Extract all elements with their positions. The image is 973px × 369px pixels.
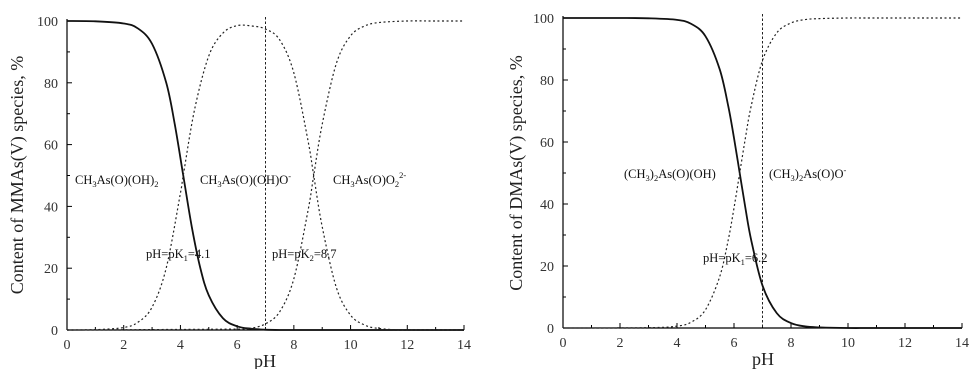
mmas-y-tick-label: 20 — [44, 262, 58, 277]
mmas-x-tick-label: 14 — [457, 338, 471, 353]
mmas-y-axis-label: Content of MMAs(V) species, % — [7, 56, 28, 294]
dmas-y-tick-label: 100 — [533, 12, 554, 27]
dmas-y-tick-label: 60 — [540, 136, 554, 151]
dmas-y-tick-label: 40 — [540, 198, 554, 213]
dmas-x-tick-label: 8 — [788, 336, 795, 351]
dmas-y-tick-label: 0 — [547, 322, 554, 337]
mmas-x-tick-label: 12 — [400, 338, 414, 353]
mmas-x-tick-label: 6 — [234, 338, 241, 353]
mmas-chart: 0 2 4 6 8 10 12 14 0 20 40 60 80 100 pH Content of MM… — [7, 15, 471, 369]
dmas-x-tick-label: 0 — [560, 336, 567, 351]
dmas-x-tick-label: 4 — [674, 336, 681, 351]
mmas-species-label-1: CH3As(O)(OH)2 — [75, 173, 159, 189]
dmas-plot-area: 0 2 4 6 8 10 12 14 0 20 40 60 80 100 — [533, 12, 969, 351]
mmas-x-tick-label: 0 — [64, 338, 71, 353]
dmas-x-tick-label: 10 — [841, 336, 855, 351]
dmas-species-label-2: (CH3)2As(O)O- — [769, 165, 846, 183]
mmas-pk1-label: pH=pK1=4.1 — [146, 247, 211, 263]
dmas-y-axis-label: Content of DMAs(V) species, % — [506, 55, 527, 290]
mmas-plot-area: 0 2 4 6 8 10 12 14 0 20 40 60 80 100 — [37, 15, 471, 353]
mmas-species-label-2: CH3As(O)(OH)O- — [200, 171, 291, 189]
dmas-y-tick-label: 20 — [540, 260, 554, 275]
mmas-y-tick-label: 80 — [44, 77, 58, 92]
mmas-x-axis-label: pH — [254, 351, 276, 369]
dmas-y-tick-label: 80 — [540, 74, 554, 89]
mmas-x-tick-label: 2 — [120, 338, 127, 353]
mmas-series-1-line — [66, 20, 464, 331]
dmas-series-2-line — [562, 17, 962, 329]
mmas-pk2-label: pH=pK2=8.7 — [272, 247, 337, 263]
dmas-x-tick-label: 6 — [731, 336, 738, 351]
dmas-series-1-line — [562, 17, 962, 329]
mmas-x-tick-label: 8 — [290, 338, 297, 353]
mmas-y-tick-label: 60 — [44, 139, 58, 154]
mmas-y-tick-label: 100 — [37, 15, 58, 30]
mmas-y-tick-label: 0 — [51, 324, 58, 339]
dmas-species-label-1: (CH3)2As(O)(OH) — [624, 167, 716, 183]
dmas-chart: 0 2 4 6 8 10 12 14 0 20 40 60 80 100 pH Content of DM… — [506, 12, 969, 369]
mmas-x-tick-label: 4 — [177, 338, 184, 353]
dmas-pk1-label: pH=pK1=6.2 — [703, 251, 768, 267]
dmas-x-tick-label: 12 — [898, 336, 912, 351]
mmas-species-label-3: CH3As(O)O22- — [333, 170, 406, 189]
dmas-x-tick-label: 14 — [955, 336, 969, 351]
mmas-y-tick-label: 40 — [44, 200, 58, 215]
dmas-x-tick-label: 2 — [617, 336, 624, 351]
dmas-x-axis-label: pH — [752, 349, 774, 369]
mmas-series-3-line — [66, 20, 464, 331]
mmas-x-tick-label: 10 — [344, 338, 358, 353]
